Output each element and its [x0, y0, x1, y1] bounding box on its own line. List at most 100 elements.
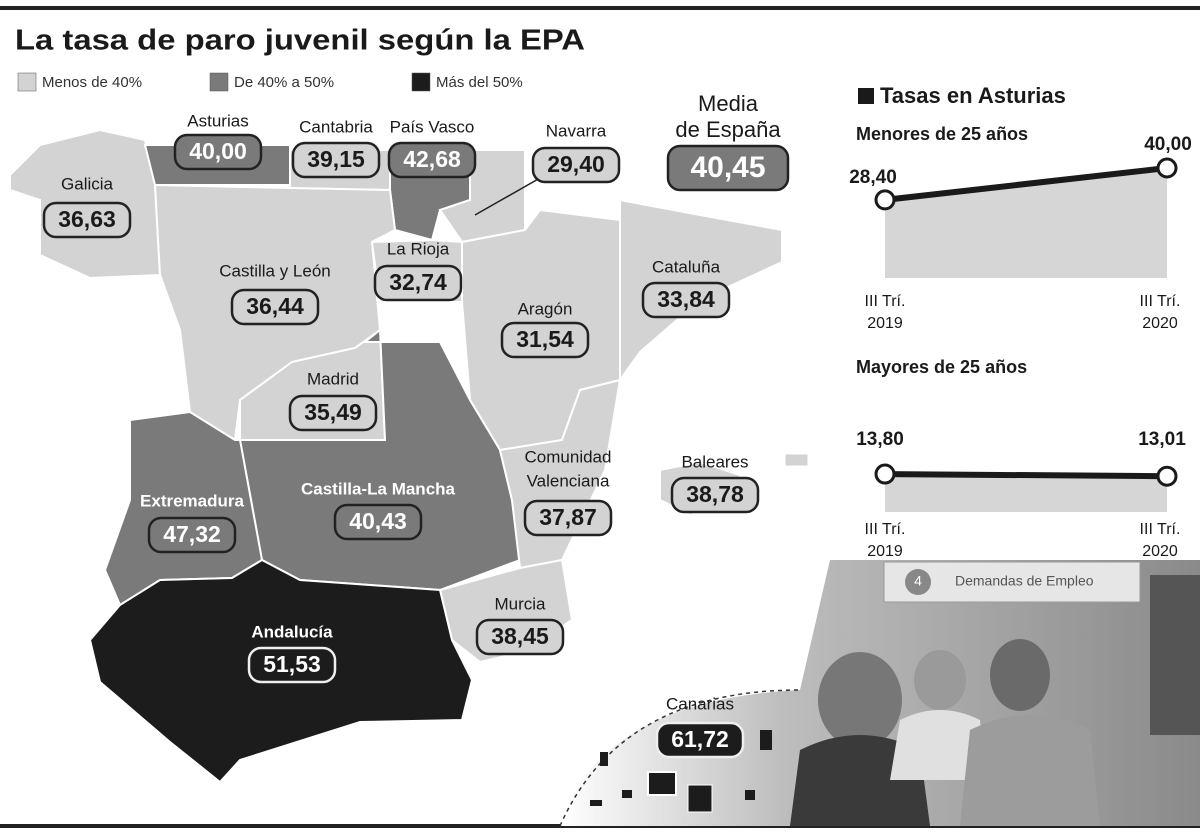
region-name: Murcia	[494, 594, 546, 613]
photo: 4 Demandas de Empleo	[559, 560, 1200, 827]
value-label: 33,84	[657, 286, 715, 312]
region-part	[784, 453, 809, 467]
point	[1156, 157, 1178, 179]
value-box	[531, 146, 621, 184]
value-box	[173, 133, 263, 171]
region-name: Navarra	[546, 121, 607, 140]
region-name: Aragón	[518, 299, 573, 318]
point-label: 28,40	[849, 167, 897, 188]
title-icon	[858, 88, 874, 104]
canarias-arc	[559, 689, 801, 827]
island	[745, 790, 755, 800]
chart-title: Mayores de 25 años	[856, 357, 1027, 377]
point-label: 13,01	[1138, 429, 1186, 450]
point	[874, 189, 896, 211]
value-label: 37,87	[539, 504, 597, 530]
value-label: 40,00	[189, 138, 247, 164]
legend-swatch	[411, 72, 431, 92]
region-name: Canarias	[666, 694, 734, 713]
top-rule	[0, 6, 1200, 10]
value-box	[333, 503, 423, 541]
value-label: 31,54	[516, 326, 574, 352]
value-label: 36,63	[58, 206, 116, 232]
x-label: III Trí.	[1140, 521, 1181, 538]
area	[885, 168, 1167, 278]
value-label: 36,44	[246, 293, 304, 319]
chart-title: Menores de 25 años	[856, 124, 1028, 144]
region	[647, 771, 677, 796]
area	[885, 474, 1167, 512]
panel-title: Tasas en Asturias	[880, 83, 1066, 108]
value-box	[670, 476, 760, 514]
sign-number: 4	[914, 573, 922, 589]
title: La tasa de paro juvenil según la EPA	[15, 25, 585, 57]
sign	[883, 561, 1141, 603]
legend-swatch	[17, 72, 37, 92]
region-name: Asturias	[187, 111, 248, 130]
person-head	[914, 650, 966, 710]
value-box	[288, 394, 378, 432]
value-box	[655, 721, 745, 759]
region-name: Cataluña	[652, 257, 721, 276]
value-label: 38,78	[686, 481, 744, 507]
island	[760, 730, 772, 750]
value-label: 47,32	[163, 521, 221, 547]
island	[622, 790, 632, 798]
x-label: III Trí.	[865, 293, 906, 310]
region-name: Galicia	[61, 174, 114, 193]
region-name: País Vasco	[390, 117, 475, 136]
monitor	[1150, 575, 1200, 735]
value-box	[500, 321, 590, 359]
region-name: La Rioja	[387, 239, 450, 258]
person-body	[960, 715, 1100, 826]
value-label: 39,15	[307, 146, 365, 172]
region-name: Comunidad	[525, 447, 612, 466]
value-label: 40,43	[349, 508, 407, 534]
value-label: 38,45	[491, 623, 549, 649]
x-label: III Trí.	[1140, 293, 1181, 310]
line	[884, 471, 1168, 480]
value-box	[230, 288, 320, 326]
value-label: 40,45	[690, 151, 765, 184]
value-box	[666, 144, 790, 192]
x-label: 2019	[867, 543, 903, 560]
average-label: Media	[698, 91, 759, 116]
value-box	[147, 516, 237, 554]
value-label: 61,72	[671, 726, 729, 752]
line	[884, 165, 1168, 203]
value-box	[247, 646, 337, 684]
asturias-panel: Tasas en Asturias Menores de 25 años 28,40…	[849, 83, 1192, 560]
x-label: 2020	[1142, 315, 1178, 332]
value-label: 32,74	[389, 269, 447, 295]
value-box	[475, 618, 565, 656]
island	[600, 752, 608, 766]
x-label: 2019	[867, 315, 903, 332]
legend-swatch	[209, 72, 229, 92]
x-label: III Trí.	[865, 521, 906, 538]
sign-text: Demandas de Empleo	[955, 573, 1094, 589]
value-box	[42, 201, 132, 239]
region-name: Madrid	[307, 369, 359, 388]
leader-line	[474, 177, 541, 216]
value-box	[523, 499, 613, 537]
value-box	[641, 281, 731, 319]
map-labels: Galicia 36,63 Asturias 40,00 Cantabria 39,15 P…	[42, 91, 790, 759]
value-label: 51,53	[263, 651, 321, 677]
person-body	[890, 710, 985, 780]
value-box	[291, 141, 381, 179]
value-box	[373, 264, 463, 302]
island	[590, 800, 602, 806]
region-name: Castilla-La Mancha	[301, 479, 456, 498]
region-part	[687, 784, 713, 813]
value-label: 42,68	[403, 146, 461, 172]
region-name: Extremadura	[140, 491, 244, 510]
region-name: Baleares	[681, 452, 748, 471]
point	[874, 463, 896, 485]
region-name: Castilla y León	[219, 261, 331, 280]
value-label: 29,40	[547, 151, 605, 177]
point-label: 13,80	[856, 429, 904, 450]
person-head	[990, 639, 1050, 711]
point-label: 40,00	[1144, 134, 1192, 155]
value-box	[387, 141, 477, 179]
